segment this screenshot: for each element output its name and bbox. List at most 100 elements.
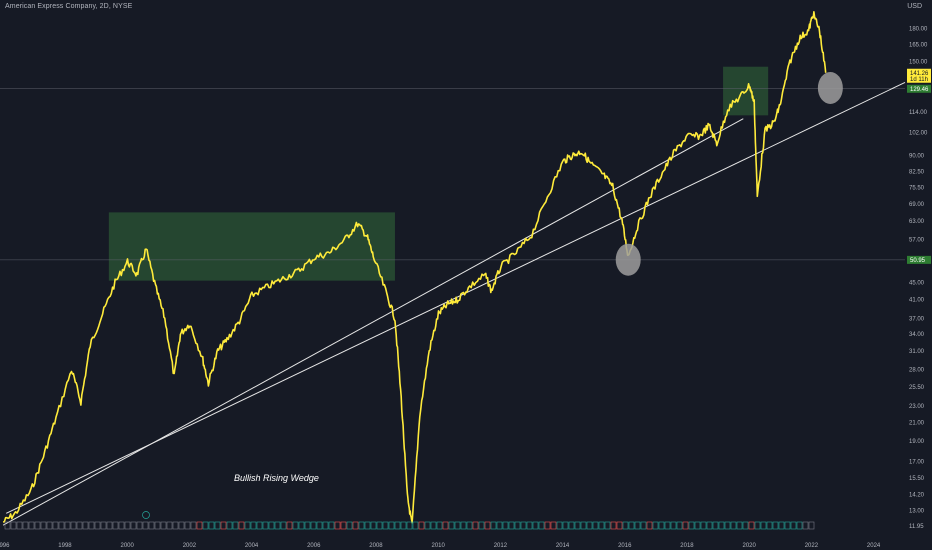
- earnings-marker: [268, 521, 275, 530]
- earnings-marker: [514, 521, 521, 530]
- x-tick-label: 2000: [121, 543, 135, 549]
- earnings-marker: [616, 521, 623, 530]
- earnings-marker: [352, 521, 359, 530]
- earnings-marker: [142, 521, 149, 530]
- trend-line-0: [2, 118, 744, 526]
- earnings-marker: [502, 521, 509, 530]
- earnings-marker: [664, 521, 671, 530]
- earnings-marker: [418, 521, 425, 530]
- earnings-marker: [490, 521, 497, 530]
- dividend-marker: [142, 511, 150, 519]
- y-tick-label: 41.00: [909, 298, 925, 304]
- earnings-marker: [706, 521, 713, 530]
- earnings-marker: [646, 521, 653, 530]
- earnings-marker: [346, 521, 353, 530]
- earnings-marker: [34, 521, 41, 530]
- y-tick-label: 31.00: [909, 349, 925, 355]
- earnings-marker: [658, 521, 665, 530]
- x-tick-label: 2006: [307, 543, 321, 549]
- earnings-marker: [40, 521, 47, 530]
- earnings-marker: [244, 521, 251, 530]
- earnings-marker: [118, 521, 125, 530]
- earnings-marker: [250, 521, 257, 530]
- earnings-marker: [166, 521, 173, 530]
- earnings-marker: [238, 521, 245, 530]
- level-upper-tag-bg: [907, 84, 931, 93]
- highlight-circle-1: [817, 71, 843, 104]
- earnings-marker: [742, 521, 749, 530]
- earnings-marker: [808, 521, 815, 530]
- earnings-marker: [298, 521, 305, 530]
- earnings-marker: [532, 521, 539, 530]
- earnings-marker: [784, 521, 791, 530]
- earnings-marker: [424, 521, 431, 530]
- earnings-marker: [184, 521, 191, 530]
- earnings-marker: [718, 521, 725, 530]
- y-tick-label: 15.50: [909, 476, 925, 482]
- earnings-marker: [574, 521, 581, 530]
- earnings-marker: [556, 521, 563, 530]
- x-tick-label: 2008: [369, 543, 383, 549]
- y-tick-label: 13.00: [909, 509, 925, 515]
- earnings-marker: [634, 521, 641, 530]
- earnings-marker: [412, 521, 419, 530]
- y-tick-label: 114.00: [909, 110, 928, 116]
- y-tick-label: 165.00: [909, 42, 928, 48]
- earnings-marker: [496, 521, 503, 530]
- earnings-marker: [76, 521, 83, 530]
- y-tick-label: 150.00: [909, 60, 928, 66]
- earnings-marker: [112, 521, 119, 530]
- y-tick-label: 28.00: [909, 368, 925, 374]
- earnings-marker: [370, 521, 377, 530]
- earnings-marker: [586, 521, 593, 530]
- earnings-marker: [760, 521, 767, 530]
- y-tick-label: 21.00: [909, 421, 925, 427]
- earnings-marker: [4, 521, 11, 530]
- x-tick-label: 2014: [556, 543, 570, 549]
- earnings-marker: [448, 521, 455, 530]
- earnings-marker: [400, 521, 407, 530]
- earnings-marker: [322, 521, 329, 530]
- earnings-marker: [688, 521, 695, 530]
- earnings-marker: [724, 521, 731, 530]
- earnings-marker: [136, 521, 143, 530]
- y-tick-label: 90.00: [909, 153, 925, 159]
- y-tick-label: 19.00: [909, 439, 925, 445]
- earnings-marker: [82, 521, 89, 530]
- earnings-marker: [382, 521, 389, 530]
- level-lower-tag-text: 50.95: [910, 258, 926, 264]
- earnings-marker: [340, 521, 347, 530]
- current-price-tag-text: 1d 11h: [910, 77, 928, 83]
- earnings-marker: [28, 521, 35, 530]
- y-tick-label: 14.20: [909, 492, 925, 498]
- earnings-marker: [262, 521, 269, 530]
- earnings-marker: [676, 521, 683, 530]
- y-tick-label: 57.00: [909, 237, 925, 243]
- earnings-marker: [310, 521, 317, 530]
- earnings-marker: [520, 521, 527, 530]
- earnings-marker: [172, 521, 179, 530]
- earnings-marker: [544, 521, 551, 530]
- earnings-marker: [460, 521, 467, 530]
- earnings-marker: [16, 521, 23, 530]
- earnings-marker: [640, 521, 647, 530]
- earnings-marker: [148, 521, 155, 530]
- earnings-marker: [274, 521, 281, 530]
- y-tick-label: 82.50: [909, 169, 925, 175]
- x-tick-label: 2016: [618, 543, 632, 549]
- earnings-marker: [64, 521, 71, 530]
- earnings-marker: [70, 521, 77, 530]
- earnings-marker: [388, 521, 395, 530]
- x-tick-label: 2020: [743, 543, 757, 549]
- x-tick-label: 2024: [867, 543, 881, 549]
- earnings-marker: [58, 521, 65, 530]
- earnings-marker: [280, 521, 287, 530]
- x-tick-label: 1998: [58, 543, 72, 549]
- earnings-marker: [694, 521, 701, 530]
- earnings-marker: [52, 521, 59, 530]
- earnings-marker: [652, 521, 659, 530]
- earnings-marker: [562, 521, 569, 530]
- earnings-marker: [226, 521, 233, 530]
